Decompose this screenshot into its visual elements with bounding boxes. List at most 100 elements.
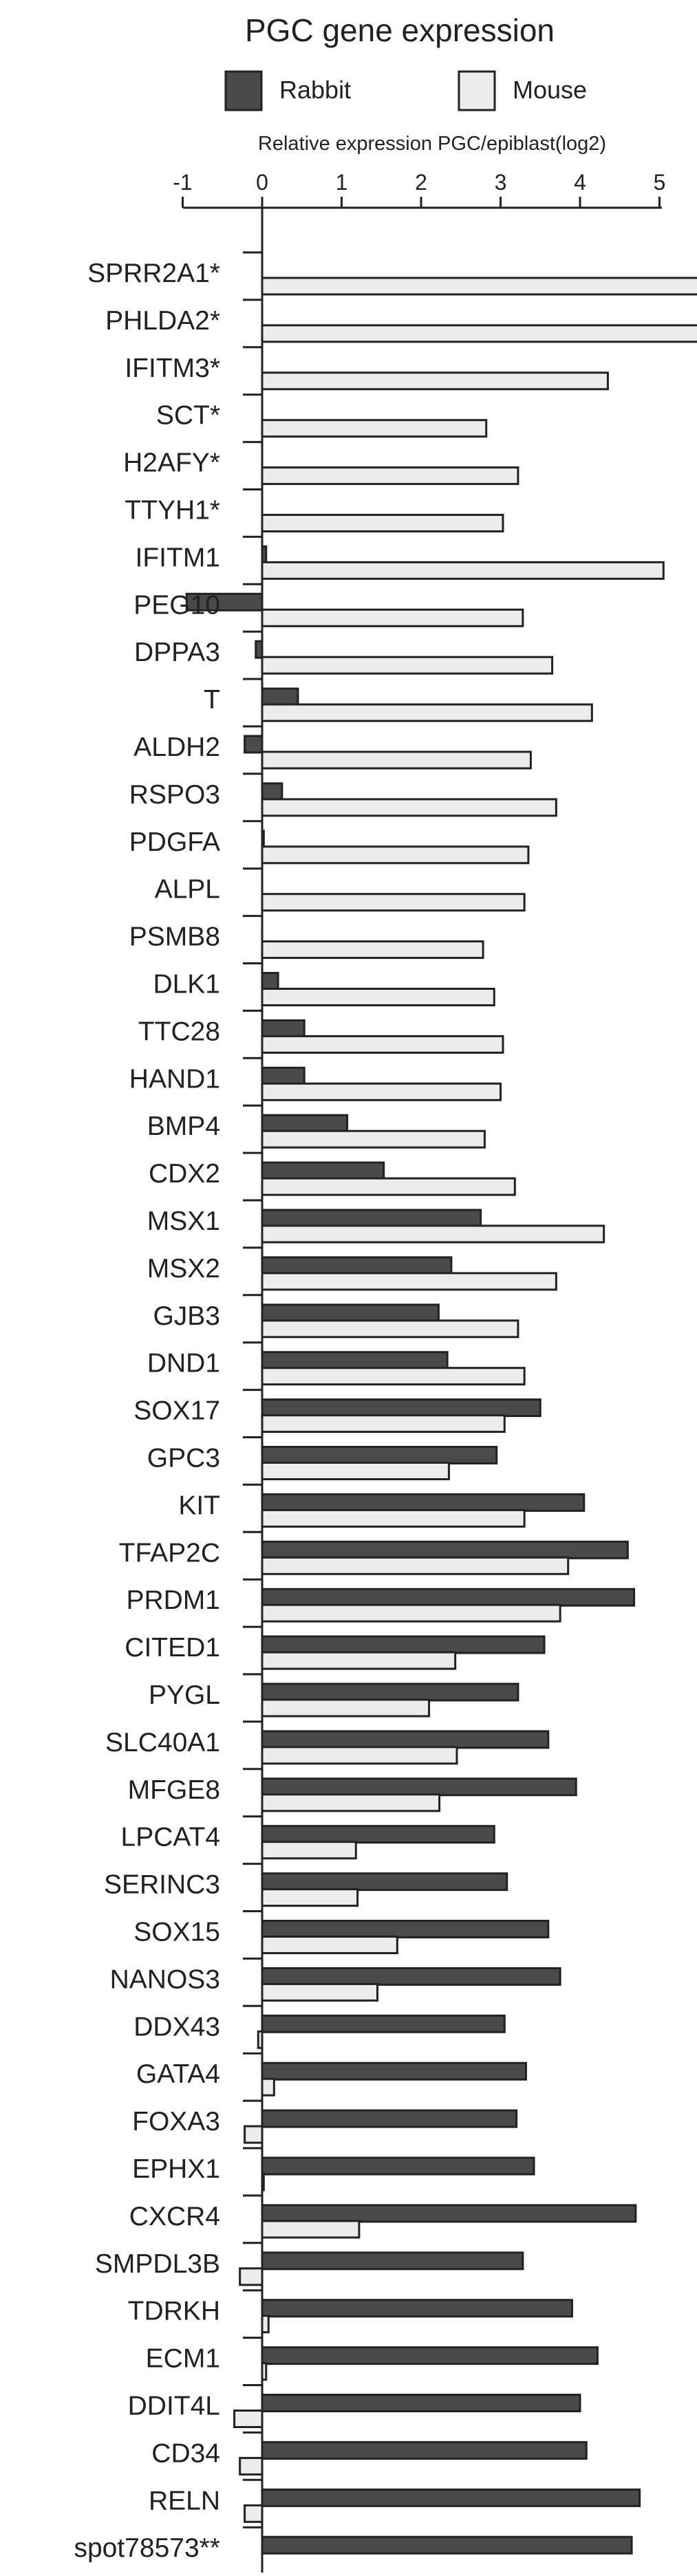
bar-rabbit — [244, 735, 264, 754]
bar-mouse — [261, 1982, 378, 2002]
bar-mouse — [239, 2456, 264, 2476]
bar-mouse — [261, 845, 530, 865]
bar-mouse — [257, 2030, 264, 2049]
bar-rabbit — [261, 2156, 535, 2176]
bar-mouse — [261, 798, 557, 817]
category-label: DPPA3 — [134, 638, 220, 667]
bar-rabbit — [261, 1303, 440, 1323]
category-labels: SPRR2A1* PHLDA2* IFITM3* SCT* H2AFY* TTYH1* IF… — [74, 259, 220, 2563]
bar-rabbit — [261, 2299, 573, 2318]
bar-rabbit — [261, 1682, 519, 1702]
bar-rabbit — [261, 1161, 385, 1180]
bar-mouse — [261, 1556, 570, 1575]
bar-rabbit — [261, 1114, 349, 1133]
bar-mouse — [261, 703, 593, 722]
category-label: PRDM1 — [126, 1585, 220, 1615]
bar-rabbit — [261, 2488, 641, 2507]
category-label: TTC28 — [138, 1017, 220, 1046]
bar-rabbit — [261, 1493, 586, 1512]
x-tick-label: 3 — [495, 170, 507, 195]
bar-rabbit — [261, 830, 265, 849]
bar-mouse — [261, 988, 495, 1006]
category-label: HAND1 — [129, 1064, 220, 1094]
bar-mouse — [261, 1936, 398, 1954]
category-label: SERINC3 — [104, 1870, 220, 1900]
bar-mouse — [261, 277, 697, 296]
x-tick-label: 5 — [654, 170, 666, 195]
category-label: spot78573** — [74, 2533, 220, 2563]
category-label: PEG10 — [133, 590, 220, 620]
bar-rabbit — [261, 1825, 495, 1844]
category-label: CITED1 — [125, 1633, 220, 1663]
bar-rabbit — [261, 1066, 305, 1085]
bar-mouse — [233, 2410, 264, 2428]
category-label: GATA4 — [136, 2059, 220, 2089]
category-label: PSMB8 — [129, 922, 220, 952]
category-label: SCT* — [156, 401, 220, 431]
bar-mouse — [261, 1462, 450, 1480]
category-label: DDIT4L — [128, 2392, 220, 2421]
bar-mouse — [261, 750, 532, 770]
bar-rabbit — [255, 640, 264, 659]
category-label: T — [204, 685, 220, 715]
category-label: PHLDA2* — [105, 306, 220, 336]
category-label: ECM1 — [146, 2344, 220, 2374]
bar-rabbit — [261, 2251, 524, 2271]
category-label: TTYH1* — [125, 496, 220, 526]
bar-mouse — [261, 324, 697, 343]
category-label: SPRR2A1* — [87, 259, 220, 288]
category-label: NANOS3 — [110, 1965, 220, 1994]
bar-rabbit — [261, 2109, 518, 2128]
bar-mouse — [261, 893, 526, 912]
category-label: PYGL — [149, 1680, 220, 1710]
category-label: BMP4 — [147, 1112, 220, 1141]
bar-rabbit — [261, 1872, 508, 1892]
bar-mouse — [261, 2220, 361, 2239]
bar-rabbit — [261, 1446, 498, 1464]
category-label: CDX2 — [149, 1159, 220, 1189]
bar-mouse — [261, 1793, 441, 1812]
legend-swatch-rabbit — [224, 70, 263, 111]
bar-rabbit — [261, 1730, 550, 1749]
category-label: SLC40A1 — [105, 1728, 220, 1757]
x-tick-label: 2 — [415, 170, 427, 195]
category-label: CD34 — [151, 2438, 220, 2468]
bar-mouse — [261, 940, 484, 960]
category-label: SOX17 — [133, 1396, 220, 1426]
category-label: PDGFA — [129, 827, 220, 857]
bar-mouse — [261, 514, 504, 532]
bar-mouse — [261, 1698, 431, 1718]
x-tick-label: 0 — [256, 170, 268, 195]
bar-mouse — [261, 561, 665, 580]
bar-rabbit — [261, 1777, 577, 1797]
category-label: ALPL — [155, 875, 220, 905]
category-label: MFGE8 — [128, 1775, 220, 1805]
bar-rabbit — [261, 2394, 581, 2412]
bar-mouse — [261, 2172, 265, 2191]
bar-mouse — [261, 1508, 526, 1528]
category-label: LPCAT4 — [121, 1823, 221, 1852]
bar-mouse — [244, 2125, 264, 2144]
bar-mouse — [239, 2267, 264, 2286]
bar-rabbit — [261, 782, 283, 801]
x-axis-label: Relative expression PGC/epiblast(log2) — [258, 133, 606, 155]
category-label: KIT — [178, 1491, 220, 1520]
bar-rabbit — [261, 2061, 527, 2081]
bar-mouse — [261, 2315, 270, 2334]
bar-rabbit — [261, 2346, 599, 2366]
bar-rabbit — [261, 1635, 546, 1654]
category-label: RELN — [149, 2486, 220, 2515]
x-tick-label: 1 — [336, 170, 348, 195]
bar-mouse — [261, 1272, 557, 1291]
category-label: DND1 — [147, 1349, 220, 1378]
category-label: GJB3 — [153, 1301, 220, 1331]
category-label: MSX2 — [147, 1254, 220, 1284]
bar-mouse — [261, 1746, 458, 1765]
bar-mouse — [261, 1841, 357, 1860]
bar-mouse — [261, 1177, 516, 1196]
category-label: MSX1 — [147, 1206, 220, 1236]
bars — [185, 251, 697, 2555]
bar-rabbit — [261, 545, 268, 564]
bar-rabbit — [261, 1256, 453, 1275]
